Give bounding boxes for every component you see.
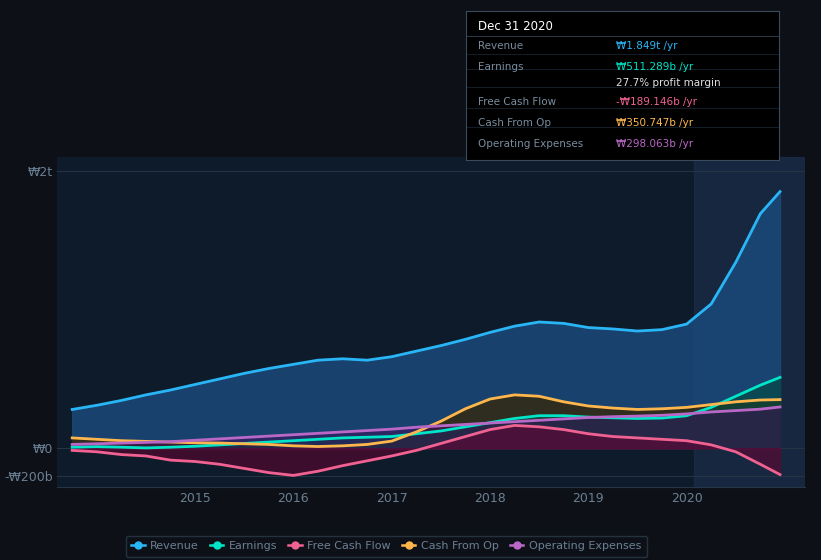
- Legend: Revenue, Earnings, Free Cash Flow, Cash From Op, Operating Expenses: Revenue, Earnings, Free Cash Flow, Cash …: [126, 536, 647, 557]
- Text: ₩1.849t /yr: ₩1.849t /yr: [616, 41, 677, 51]
- Text: 27.7% profit margin: 27.7% profit margin: [616, 78, 721, 88]
- Text: Operating Expenses: Operating Expenses: [478, 139, 583, 149]
- Text: Revenue: Revenue: [478, 41, 523, 51]
- Bar: [695, 157, 805, 487]
- Text: Free Cash Flow: Free Cash Flow: [478, 97, 556, 108]
- Text: Earnings: Earnings: [478, 62, 524, 72]
- Text: -₩189.146b /yr: -₩189.146b /yr: [616, 97, 697, 108]
- Text: ₩350.747b /yr: ₩350.747b /yr: [616, 118, 693, 128]
- Text: ₩298.063b /yr: ₩298.063b /yr: [616, 139, 693, 149]
- Text: ₩511.289b /yr: ₩511.289b /yr: [616, 62, 693, 72]
- Text: Cash From Op: Cash From Op: [478, 118, 551, 128]
- Text: Dec 31 2020: Dec 31 2020: [478, 20, 553, 33]
